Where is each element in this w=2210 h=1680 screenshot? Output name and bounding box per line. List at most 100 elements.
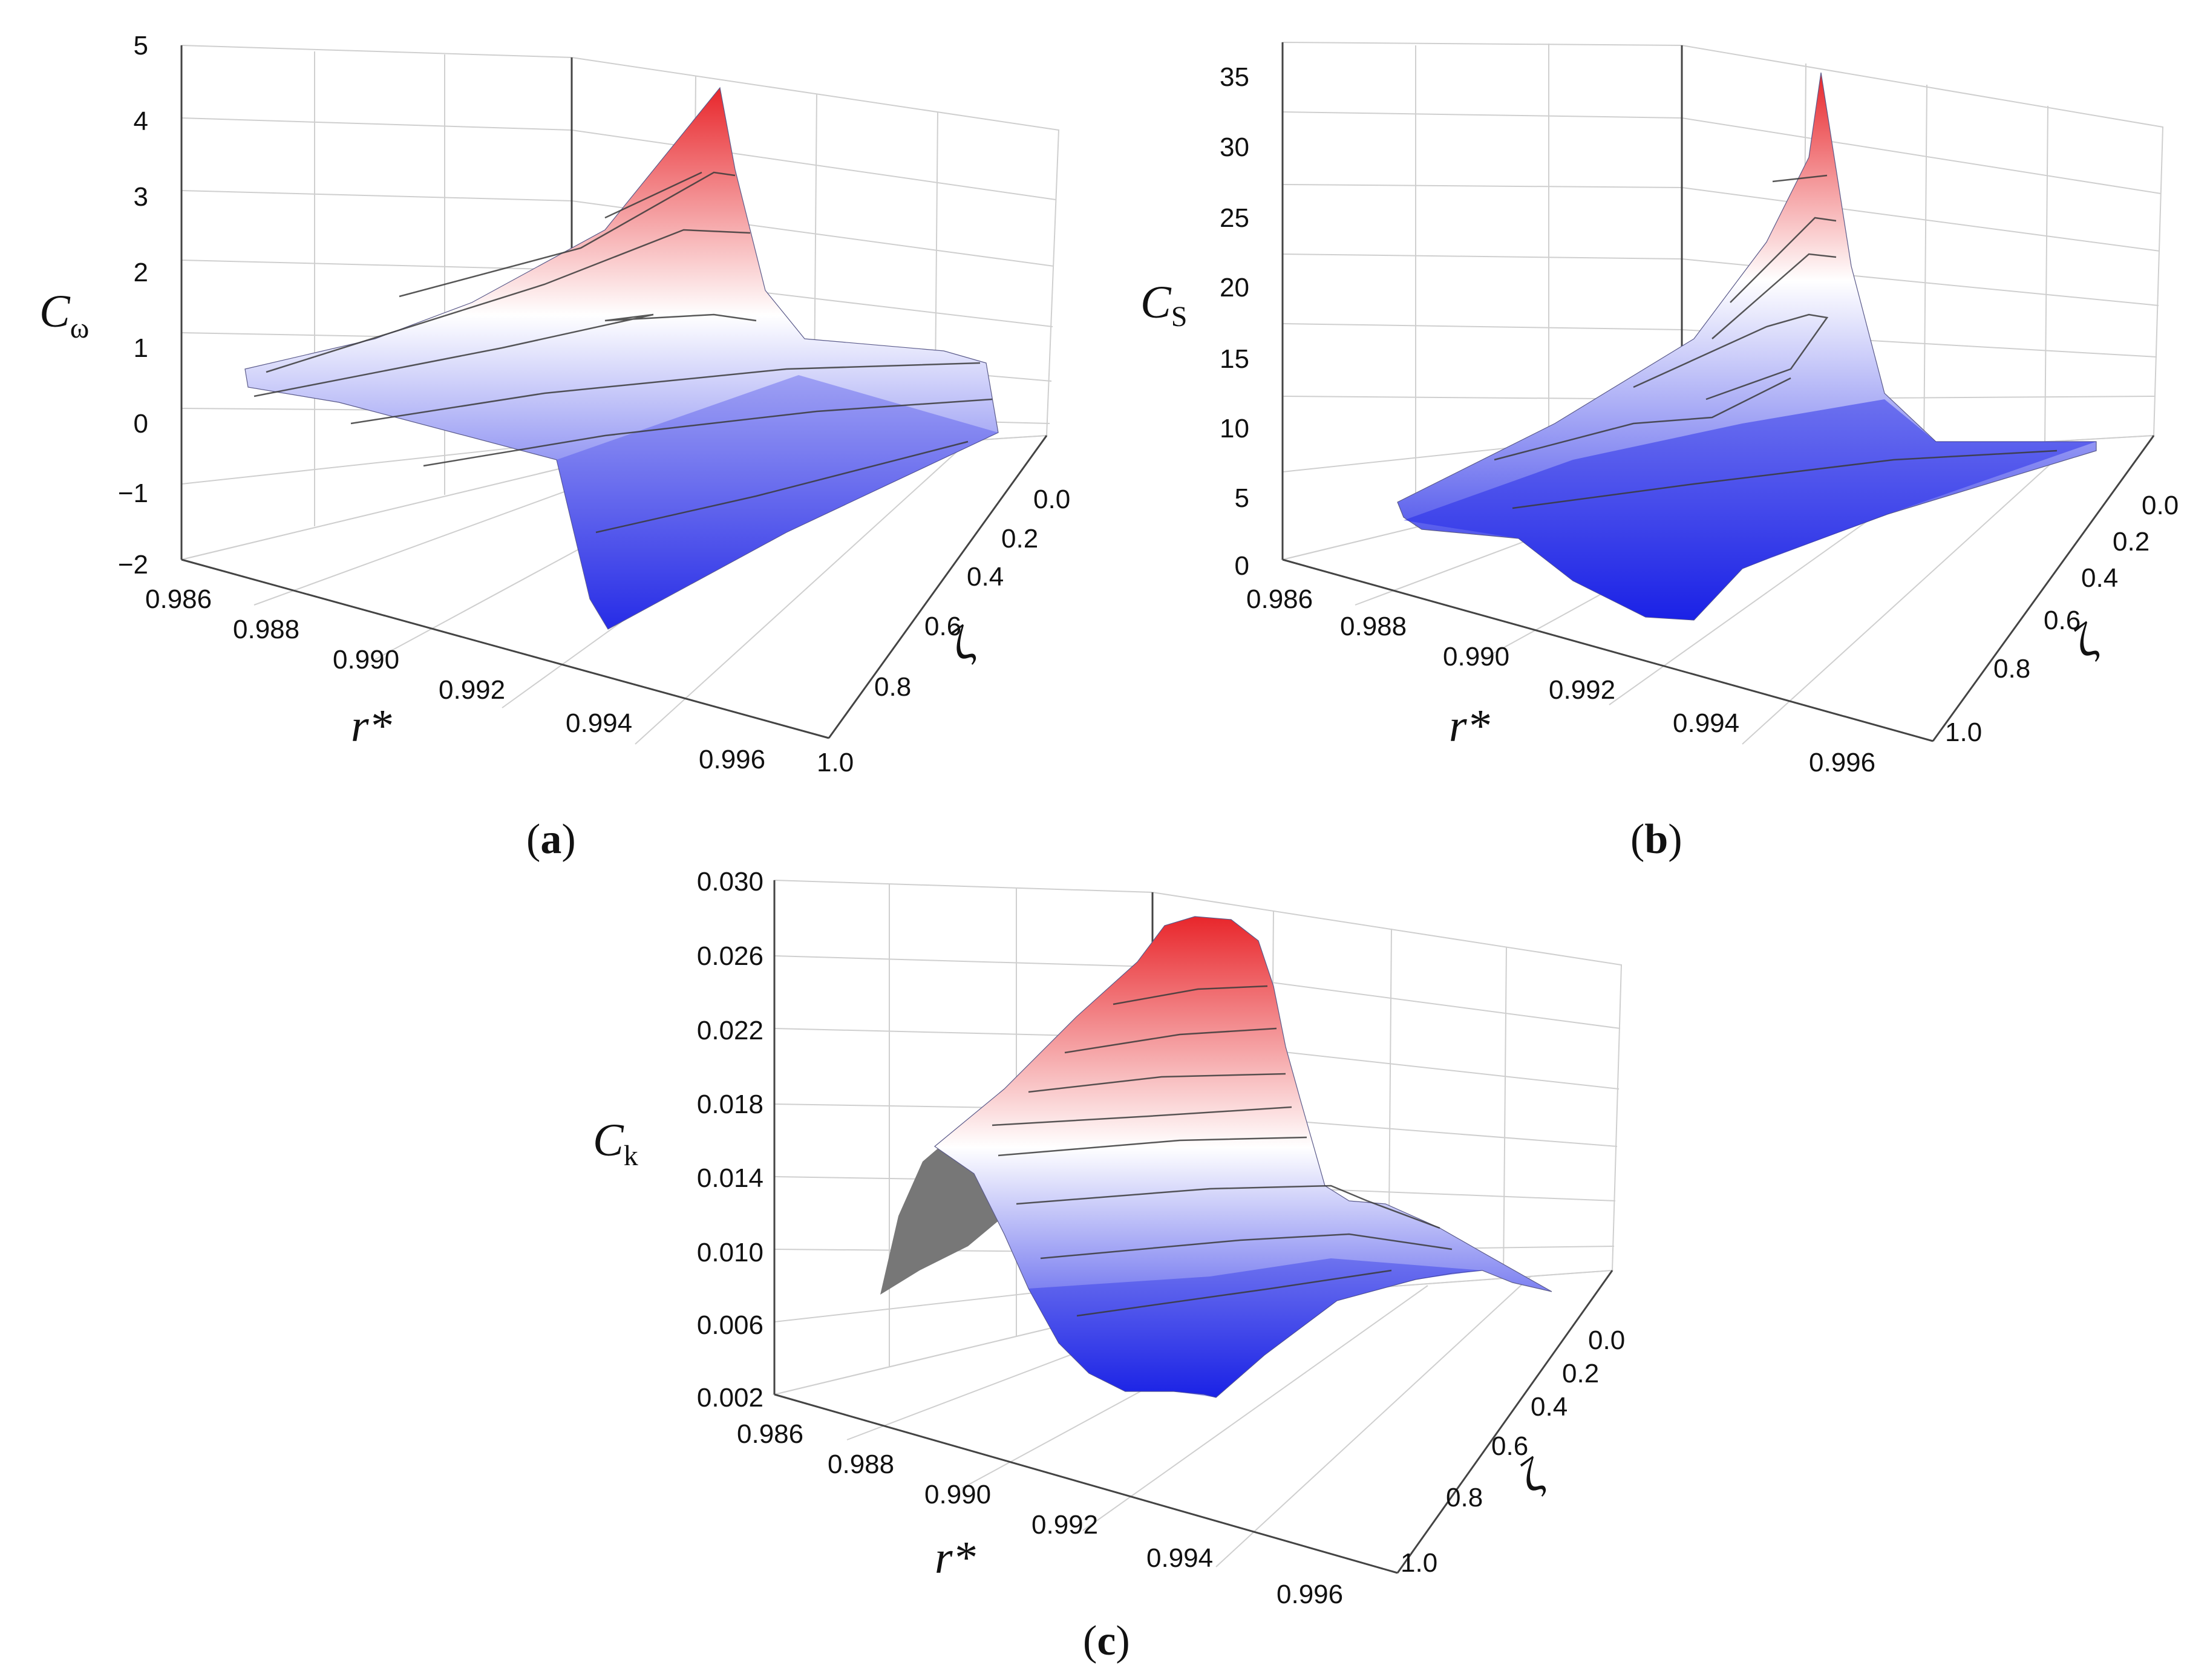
panel-a-x-ticks: 0.986 0.988 0.990 0.992 0.994 0.996 [145,584,765,774]
panel-a-ytick: 0.0 [1033,485,1070,514]
panel-c-x-ticks: 0.986 0.988 0.990 0.992 0.994 0.996 [737,1419,1343,1609]
panel-b-ytick: 0.6 [2044,606,2081,635]
panel-a-ytick: 0.8 [874,672,911,702]
panel-b-ztick: 30 [1220,132,1249,162]
panel-b-ztick: 0 [1235,551,1249,581]
panel-c-xtick: 0.996 [1277,1580,1343,1609]
panel-c-xlabel: r* [935,1532,976,1583]
panel-a-label: (a) [526,816,576,863]
panel-a-ytick: 0.6 [924,612,961,641]
panel-b: 35 30 25 20 15 10 5 0 CS 0.986 0.988 0.9… [1140,41,2179,863]
panel-c-surface-body [934,916,1552,1398]
panel-c-z-ticks: 0.030 0.026 0.022 0.018 0.014 0.010 0.00… [697,867,763,1413]
panel-c: 0.030 0.026 0.022 0.018 0.014 0.010 0.00… [593,867,1625,1664]
panel-b-y-axis [1932,435,2155,742]
panel-b-ztick: 35 [1220,62,1249,92]
panel-a-surface-shade [557,375,998,629]
panel-a-xtick: 0.990 [333,645,399,675]
panel-b-ytick: 0.8 [1993,654,2030,684]
panel-a-ytick: 0.2 [1001,524,1038,554]
panel-c-surface-shade [1028,1258,1552,1397]
panel-a-xtick: 0.986 [145,584,212,614]
panel-b-x-ticks: 0.986 0.988 0.990 0.992 0.994 0.996 [1246,584,1875,777]
panel-c-ztick: 0.014 [697,1163,763,1193]
panel-c-ytick: 0.8 [1446,1483,1483,1512]
panel-a-xlabel: r* [351,701,392,751]
panel-b-xtick: 0.986 [1246,584,1313,614]
panel-a-ytick: 0.4 [967,562,1004,592]
panel-c-ztick: 0.030 [697,867,763,897]
panel-c-zlabel: Ck [593,1115,638,1172]
panel-c-y-axis [1396,1270,1613,1574]
panel-b-ztick: 25 [1220,203,1249,233]
panel-b-label: (b) [1630,816,1682,863]
panel-b-ytick: 1.0 [1945,717,1982,747]
panel-c-ytick: 1.0 [1401,1548,1437,1578]
panel-c-ytick: 0.2 [1562,1359,1599,1388]
panel-c-label: (c) [1083,1618,1130,1664]
panel-b-xtick: 0.988 [1340,612,1407,641]
panel-b-xtick: 0.996 [1809,748,1875,777]
panel-a-ztick: 5 [134,31,148,60]
panel-b-ztick: 15 [1220,344,1249,374]
panel-c-xtick: 0.994 [1146,1543,1213,1573]
panel-c-xtick: 0.988 [828,1450,894,1479]
panel-a-z-ticks: 5 4 3 2 1 0 −1 −2 [118,31,148,580]
panel-a-y-axis [828,435,1048,739]
panel-a-ztick: 0 [134,409,148,439]
panel-a-surface [244,87,999,630]
panel-b-surface-shade [1404,399,2096,620]
panel-a-xtick: 0.996 [699,745,765,774]
panel-a-xtick: 0.994 [566,708,632,738]
panel-a-ztick: 4 [134,106,148,136]
panel-b-surface [1397,72,2097,621]
panel-c-ztick: 0.022 [697,1016,763,1045]
panel-c-surface [880,916,1552,1398]
panel-b-z-ticks: 35 30 25 20 15 10 5 0 [1220,62,1249,581]
panel-b-xtick: 0.992 [1549,675,1615,705]
panel-b-y-ticks: 0.0 0.2 0.4 0.6 0.8 1.0 [1945,491,2179,747]
panel-c-ylabel: ζ [1511,1448,1555,1503]
panel-c-ztick: 0.002 [697,1383,763,1413]
panel-c-xtick: 0.992 [1031,1510,1098,1540]
panel-b-zlabel: CS [1140,277,1187,333]
panel-a-xtick: 0.988 [233,615,299,644]
panel-b-x-axis [1282,558,1934,742]
panel-c-ytick: 0.0 [1588,1325,1625,1355]
panel-b-ztick: 5 [1235,483,1249,513]
panel-a-ytick: 1.0 [817,748,854,777]
panel-a: 5 4 3 2 1 0 −1 −2 Cω 0.986 0.988 0.990 0… [39,31,1070,863]
panel-a-y-ticks: 0.0 0.2 0.4 0.6 0.8 1.0 [817,485,1070,777]
panel-c-xtick: 0.990 [924,1480,991,1509]
panel-b-xtick: 0.990 [1443,642,1509,672]
panel-a-ztick: 2 [134,258,148,287]
panel-c-underside [880,1143,1004,1295]
panel-b-ztick: 10 [1220,414,1249,443]
panel-a-ztick: −2 [118,550,148,580]
panel-b-ztick: 20 [1220,273,1249,302]
panel-a-x-axis [181,558,829,739]
panel-c-ztick: 0.026 [697,941,763,971]
panel-c-y-ticks: 0.0 0.2 0.4 0.6 0.8 1.0 [1401,1325,1625,1578]
panel-a-ztick: 3 [134,182,148,212]
panel-b-ytick: 0.2 [2113,527,2150,557]
panel-b-xtick: 0.994 [1673,708,1739,738]
panel-c-ytick: 0.6 [1491,1431,1528,1461]
panel-b-ytick: 0.0 [2142,491,2179,520]
panel-b-xlabel: r* [1449,701,1490,751]
panel-b-surface-body [1397,72,2097,621]
panel-a-ylabel: ζ [941,616,985,672]
panel-a-ztick: −1 [118,479,148,508]
panel-c-ytick: 0.4 [1531,1392,1568,1422]
panel-b-ytick: 0.4 [2081,563,2118,593]
panel-c-x-axis [774,1393,1398,1574]
panel-a-zlabel: Cω [39,286,89,344]
panel-c-ztick: 0.018 [697,1090,763,1119]
panel-b-ylabel: ζ [2064,613,2108,668]
panel-c-xtick: 0.986 [737,1419,803,1449]
panel-a-ztick: 1 [134,333,148,363]
panel-c-ztick: 0.010 [697,1238,763,1267]
panel-a-xtick: 0.992 [439,675,505,705]
panel-c-ztick: 0.006 [697,1310,763,1340]
